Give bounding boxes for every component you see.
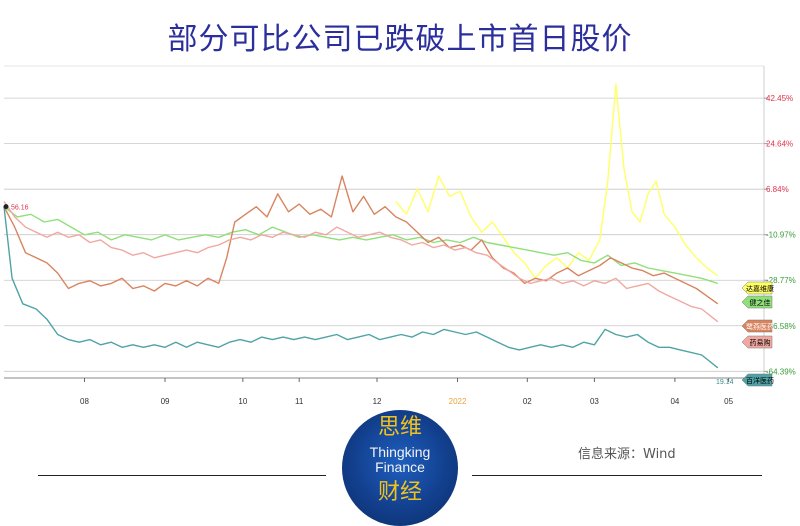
logo-line2: Finance	[375, 459, 425, 475]
right-axis-label: 24.64%	[766, 140, 793, 149]
right-axis-label: -10.97%	[766, 231, 796, 240]
x-tick-label: 12	[373, 397, 382, 406]
grid	[4, 65, 765, 379]
series-tag: 达嘉维康	[741, 281, 774, 295]
x-tick-label: 04	[670, 397, 679, 406]
series-line	[395, 83, 719, 279]
right-axis: 42.45% 24.64% 6.84% -10.97% -28.77% -46.58% -6…	[764, 94, 796, 376]
logo-bottom: 财经	[377, 480, 422, 505]
start-marker	[3, 204, 9, 210]
source-note: 信息来源：Wind	[578, 447, 676, 462]
start-price-label: 56.16	[11, 205, 29, 212]
right-axis-label: 6.84%	[766, 185, 789, 194]
series-tag-box	[741, 295, 773, 309]
end-price-label: 19.14	[716, 379, 734, 386]
series-line	[3, 201, 719, 323]
series-tag: 药易购	[741, 335, 773, 349]
series-tag: 百洋医药	[741, 373, 774, 387]
series-tag-label: 健之佳	[750, 298, 771, 307]
x-tick-label: 11	[295, 397, 304, 406]
footer-divider-left	[38, 475, 326, 476]
series-tag-label: 百洋医药	[746, 376, 774, 385]
series-line	[3, 175, 719, 305]
right-axis-label: 42.45%	[766, 94, 793, 103]
series-lines	[3, 83, 719, 369]
chart-title: 部分可比公司已跌破上市首日股价	[167, 22, 633, 57]
x-tick-label: 03	[590, 397, 599, 406]
x-tick-label: 02	[523, 397, 532, 406]
logo-line1: Thingking	[369, 444, 431, 460]
right-axis-label: -64.39%	[766, 367, 796, 376]
series-line	[3, 206, 719, 369]
x-tick-label: 08	[80, 397, 89, 406]
footer-divider-right	[472, 475, 762, 476]
x-tick-label: 05	[724, 397, 733, 406]
series-tag-label: 达嘉维康	[746, 284, 774, 293]
series-tag-box	[741, 281, 773, 295]
series-line	[3, 206, 719, 285]
series-tag-box	[741, 319, 773, 333]
x-axis: 08 09 10 11 12 2022 02 03 04 05	[80, 378, 734, 406]
right-axis-label: -46.58%	[766, 322, 796, 331]
thingking-finance-logo: 思维 Thingking Finance 财经	[342, 410, 458, 526]
logo-top: 思维	[377, 415, 422, 440]
series-tag-label: 药易购	[750, 338, 771, 347]
x-tick-label: 2022	[449, 397, 467, 406]
series-tag-box	[741, 373, 773, 387]
series-tag: 鹭燕医药	[741, 319, 774, 333]
x-tick-label: 10	[238, 397, 247, 406]
right-axis-label: -28.77%	[766, 276, 796, 285]
annotations: 56.16 19.14	[3, 204, 734, 386]
x-tick-label: 09	[161, 397, 170, 406]
series-tag-label: 鹭燕医药	[746, 322, 774, 331]
series-tag-box	[741, 335, 773, 349]
series-tag: 健之佳	[741, 295, 773, 309]
